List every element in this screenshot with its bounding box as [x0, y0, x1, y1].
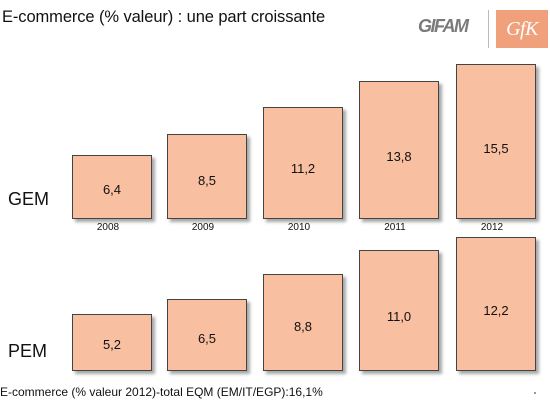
bar-pem-2010 [263, 274, 343, 371]
value-label-pem-2009: 6,5 [197, 331, 217, 346]
bar-pem-2011 [359, 250, 439, 371]
footer-note: E-commerce (% valeur 2012)-total EQM (EM… [0, 385, 323, 399]
value-label-pem-2008: 5,2 [102, 337, 122, 352]
chart-title: E-commerce (% valeur) : une part croissa… [2, 8, 326, 26]
year-label-2011: 2011 [384, 222, 406, 233]
value-label-gem-2012: 15,5 [483, 141, 509, 156]
logo-divider [488, 10, 489, 48]
bar-pem-2008 [72, 314, 152, 371]
year-label-2008: 2008 [96, 222, 120, 233]
year-label-2012: 2012 [480, 222, 504, 233]
bar-pem-2009 [167, 299, 247, 371]
logos: GIFAM GfK [418, 8, 548, 50]
bar-gem-2011 [359, 81, 439, 219]
value-label-gem-2009: 8,5 [197, 173, 217, 188]
value-label-gem-2008: 6,4 [102, 182, 122, 197]
bar-gem-2009 [167, 134, 247, 219]
year-label-2010: 2010 [287, 222, 311, 233]
gifam-logo: GIFAM [418, 16, 469, 36]
bar-gem-2008 [72, 155, 152, 219]
row-label-gem: GEM [8, 189, 50, 209]
row-label-pem: PEM [8, 341, 48, 361]
year-label-2009: 2009 [191, 222, 215, 233]
gfk-logo: GfK [496, 10, 548, 48]
bar-gem-2012 [456, 64, 536, 219]
page-marker [534, 392, 536, 394]
bar-pem-2012 [456, 237, 536, 371]
value-label-pem-2010: 8,8 [293, 319, 313, 334]
value-label-gem-2010: 11,2 [290, 161, 316, 176]
bar-gem-2010 [263, 107, 343, 219]
value-label-gem-2011: 13,8 [386, 149, 412, 164]
value-label-pem-2011: 11,0 [386, 309, 412, 324]
value-label-pem-2012: 12,2 [483, 303, 509, 318]
